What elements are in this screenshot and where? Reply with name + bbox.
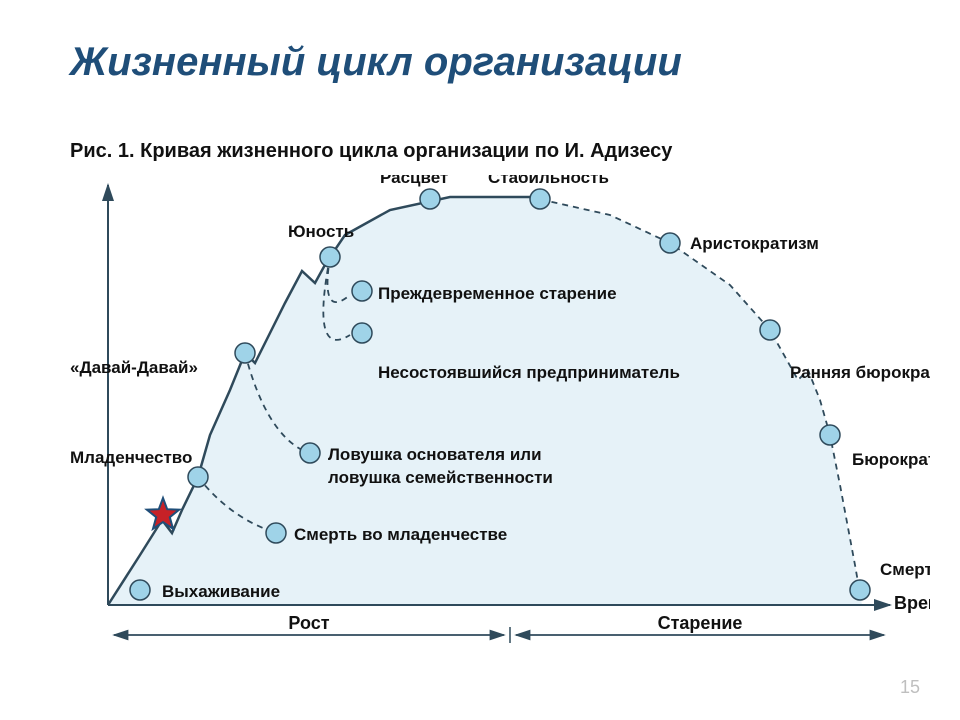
- svg-text:Выхаживание: Выхаживание: [162, 582, 280, 601]
- svg-text:Младенчество: Младенчество: [70, 448, 192, 467]
- svg-text:Аристократизм: Аристократизм: [690, 234, 819, 253]
- lifecycle-chart: Преждевременное старение Несостоявшийся п…: [70, 175, 930, 665]
- svg-text:Юность: Юность: [288, 222, 354, 241]
- figure-caption: Рис. 1. Кривая жизненного цикла организа…: [70, 140, 672, 163]
- svg-text:Бюрократизаци: Бюрократизаци: [852, 450, 930, 469]
- svg-text:Смерть во младенчестве: Смерть во младенчестве: [294, 525, 507, 544]
- svg-text:Время: Время: [894, 593, 930, 613]
- page-number: 15: [900, 677, 920, 698]
- slide-title: Жизненный цикл организации: [70, 40, 682, 85]
- svg-text:Смерть: Смерть: [880, 560, 930, 579]
- svg-text:Ранняя бюрократизаци: Ранняя бюрократизаци: [790, 363, 930, 382]
- svg-text:Рост: Рост: [288, 613, 329, 633]
- svg-text:Преждевременное старение: Преждевременное старение: [378, 284, 617, 303]
- chart-svg: Преждевременное старение Несостоявшийся п…: [70, 175, 930, 665]
- svg-text:Ловушка основателя или: Ловушка основателя или: [328, 445, 542, 464]
- svg-text:«Давай-Давай»: «Давай-Давай»: [70, 358, 198, 377]
- svg-text:Старение: Старение: [658, 613, 743, 633]
- svg-text:Стабильность: Стабильность: [488, 175, 609, 187]
- svg-text:Несостоявшийся предприниматель: Несостоявшийся предприниматель: [378, 363, 680, 382]
- svg-text:Расцвет: Расцвет: [380, 175, 448, 187]
- svg-text:ловушка семейственности: ловушка семейственности: [328, 468, 553, 487]
